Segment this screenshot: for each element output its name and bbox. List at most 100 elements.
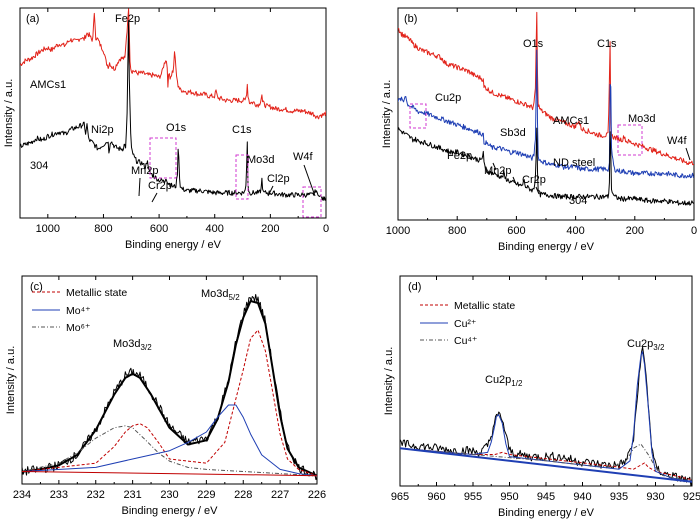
peak-label-mn2p: Mn2p xyxy=(484,165,512,177)
panel-2: 234 233 232 231 230 229 228 227 226 Binding energ… xyxy=(5,275,326,517)
series-group xyxy=(22,294,317,480)
series-line-mo- xyxy=(22,425,317,477)
series-line-304 xyxy=(398,127,694,206)
highlight-box-w4f xyxy=(302,186,322,218)
highlight-box-mo3d xyxy=(235,154,249,200)
x-tick-label: 1000 xyxy=(36,223,60,235)
x-tick-label: 227 xyxy=(271,489,289,501)
peak-label-ni2p: Ni2p xyxy=(91,124,114,136)
x-tick-label: 400 xyxy=(566,225,584,237)
peak-label-cl2p: Cl2p xyxy=(267,173,290,185)
peak-label-mo3d: Mo3d xyxy=(247,154,275,166)
x-tick-label: 200 xyxy=(626,225,644,237)
legend-label: Mo⁶⁺ xyxy=(66,322,91,334)
legend-label: Mo⁴⁺ xyxy=(66,305,91,317)
x-tick-label: 231 xyxy=(123,489,141,501)
leader-line-w4f xyxy=(303,164,316,197)
x-tick-label: 234 xyxy=(13,489,31,501)
series-line-metallic-state xyxy=(400,447,692,481)
highlight-box-o1s xyxy=(149,137,177,179)
peak-label-c1s: C1s xyxy=(597,38,617,50)
y-axis-label: Intensity / a.u. xyxy=(383,347,395,415)
x-axis-label: Binding energy / eV xyxy=(121,505,218,517)
series-line-amcs1 xyxy=(20,8,326,120)
x-tick-label: 935 xyxy=(610,491,628,503)
x-tick-label: 230 xyxy=(160,489,178,501)
x-tick-label: 955 xyxy=(464,491,482,503)
x-tick-label: 960 xyxy=(427,491,445,503)
x-tick-label: 233 xyxy=(50,489,68,501)
x-tick-label: 600 xyxy=(507,225,525,237)
series-line-cu- xyxy=(400,351,692,483)
y-axis-label: Intensity / a.u. xyxy=(5,346,17,414)
x-tick-label: 0 xyxy=(691,225,697,237)
peak-label-cu2p-1-2: Cu2p1/2 xyxy=(485,374,523,388)
series-line-fit xyxy=(22,300,317,477)
peak-label-mo3d-5-2: Mo3d5/2 xyxy=(201,288,240,302)
leader-line-w4f xyxy=(685,147,691,161)
x-tick-label: 930 xyxy=(646,491,664,503)
leader-line-cr2p xyxy=(535,186,540,195)
x-tick-label: 925 xyxy=(683,491,700,503)
x-axis-label: Binding energy / eV xyxy=(125,239,222,251)
peak-label-sb3d: Sb3d xyxy=(500,127,526,139)
peak-label-w4f: W4f xyxy=(667,135,688,147)
x-tick-label: 226 xyxy=(308,489,326,501)
series-line-metallic-state xyxy=(22,329,317,477)
legend-label: Metallic state xyxy=(454,300,515,312)
x-tick-label: 965 xyxy=(391,491,409,503)
peak-label-mn2p: Mn2p xyxy=(131,165,159,177)
leader-line-fe2p xyxy=(492,162,497,171)
leader-line-cl2p xyxy=(267,185,274,197)
highlight-box-cu2p xyxy=(409,103,427,129)
series-line-amcs1 xyxy=(398,11,694,166)
panel-0: 1000 800 600 400 200 0 Binding energy / eV Inte… xyxy=(3,7,329,251)
peak-label-c1s: C1s xyxy=(232,124,252,136)
x-tick-label: 800 xyxy=(94,223,112,235)
series-label-amcs1: AMCs1 xyxy=(30,79,66,91)
peak-label-cu2p: Cu2p xyxy=(435,92,461,104)
peak-label-o1s: O1s xyxy=(523,38,544,50)
series-line-cu- xyxy=(400,443,692,483)
peak-label-w4f: W4f xyxy=(293,151,314,163)
x-tick-label: 0 xyxy=(323,223,329,235)
series-line-mo- xyxy=(22,404,317,477)
series-line-baseline xyxy=(22,471,317,477)
panel-1: 1000 800 600 400 200 0 Binding energy / eV Inte… xyxy=(381,7,697,253)
series-group xyxy=(20,8,326,201)
x-tick-label: 400 xyxy=(206,223,224,235)
legend-label: Metallic state xyxy=(66,287,127,299)
x-tick-label: 228 xyxy=(234,489,252,501)
x-tick-label: 232 xyxy=(87,489,105,501)
leader-line-mn2p xyxy=(138,177,141,197)
legend-label: Cu⁴⁺ xyxy=(454,335,478,347)
series-label-amcs1: AMCs1 xyxy=(553,115,589,127)
peak-label-cr2p: Cr2p xyxy=(148,180,172,192)
leader-line-cr2p xyxy=(151,192,158,203)
x-axis-label: Binding energy / eV xyxy=(498,507,595,519)
series-group xyxy=(400,346,692,486)
series-line-nd-steel xyxy=(398,49,694,179)
series-line-baseline xyxy=(400,447,692,483)
peak-label-cr2p: Cr2p xyxy=(522,174,546,186)
x-tick-label: 600 xyxy=(150,223,168,235)
series-label-304: 304 xyxy=(569,195,587,207)
series-group xyxy=(398,11,694,206)
y-axis-label: Intensity / a.u. xyxy=(3,79,15,147)
highlight-box-mo3d xyxy=(617,124,643,156)
panel-label-c: (c) xyxy=(30,281,43,293)
x-axis-label: Binding energy / eV xyxy=(498,241,595,253)
y-axis-label: Intensity / a.u. xyxy=(381,80,393,148)
peak-label-fe2p: Fe2p xyxy=(115,13,140,25)
leader-line-mn2p xyxy=(512,176,517,185)
x-tick-label: 940 xyxy=(573,491,591,503)
x-tick-label: 950 xyxy=(500,491,518,503)
legend-label: Cu²⁺ xyxy=(454,318,477,330)
series-line-304 xyxy=(20,20,326,201)
x-tick-label: 1000 xyxy=(386,225,410,237)
peak-label-fe2p: Fe2p xyxy=(447,150,472,162)
panel-3: 965 960 955 950 945 940 935 930 925 Binding energ… xyxy=(383,275,700,519)
peak-label-mo3d: Mo3d xyxy=(628,113,656,125)
peak-label-mo3d-3-2: Mo3d3/2 xyxy=(113,338,152,352)
